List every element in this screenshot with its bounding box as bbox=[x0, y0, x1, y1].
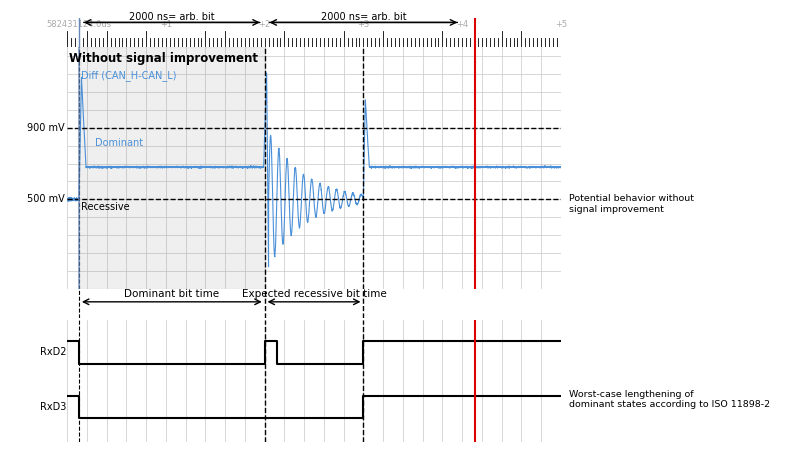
Text: +5: +5 bbox=[555, 20, 567, 29]
Text: Diff (CAN_H-CAN_L): Diff (CAN_H-CAN_L) bbox=[81, 70, 176, 81]
Text: 500 mV: 500 mV bbox=[27, 194, 65, 204]
Text: Recessive: Recessive bbox=[81, 202, 130, 212]
Text: Dominant: Dominant bbox=[95, 138, 143, 147]
Text: 582431124.0us: 582431124.0us bbox=[47, 20, 111, 29]
Text: Expected recessive bit time: Expected recessive bit time bbox=[242, 290, 386, 299]
Text: +3: +3 bbox=[357, 20, 370, 29]
Bar bbox=[79, 47, 265, 289]
Text: 2000 ns= arb. bit: 2000 ns= arb. bit bbox=[129, 12, 215, 22]
Text: Dominant bit time: Dominant bit time bbox=[124, 290, 220, 299]
Text: Potential behavior without
signal improvement: Potential behavior without signal improv… bbox=[569, 194, 694, 214]
Text: Without signal improvement: Without signal improvement bbox=[70, 52, 258, 64]
Text: 900 mV: 900 mV bbox=[27, 123, 65, 133]
Text: 2000 ns= arb. bit: 2000 ns= arb. bit bbox=[321, 12, 406, 22]
Text: +1: +1 bbox=[160, 20, 172, 29]
Text: +4: +4 bbox=[456, 20, 468, 29]
Text: RxD2: RxD2 bbox=[40, 347, 66, 358]
Text: RxD3: RxD3 bbox=[40, 402, 66, 412]
Text: +2: +2 bbox=[258, 20, 271, 29]
Text: Worst-case lengthening of
dominant states according to ISO 11898-2: Worst-case lengthening of dominant state… bbox=[569, 390, 770, 409]
